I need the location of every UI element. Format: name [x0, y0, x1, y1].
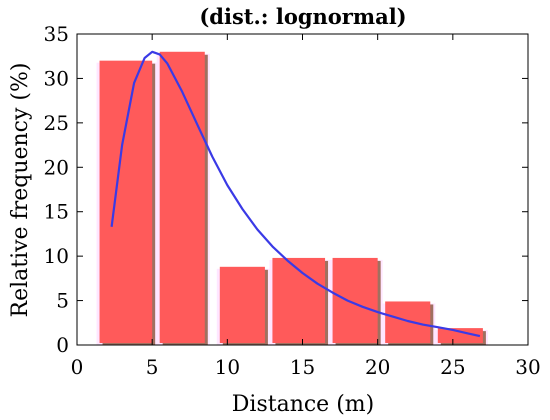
x-tick-label-15: 15: [290, 355, 315, 379]
x-tick-label-25: 25: [440, 355, 465, 379]
y-tick-label-0: 0: [56, 333, 69, 357]
y-tick-label-30: 30: [44, 66, 69, 90]
bar-3: [219, 266, 265, 343]
y-axis-label: Relative frequency (%): [8, 63, 33, 318]
lognormal-fit-curve: [110, 50, 481, 338]
bar-6: [385, 301, 431, 343]
x-axis-label: Distance (m): [232, 392, 374, 417]
x-tick-label-0: 0: [71, 355, 84, 379]
bar-7: [437, 328, 483, 343]
bar-4: [272, 257, 326, 343]
bar-5: [332, 257, 378, 343]
y-tick-label-10: 10: [44, 244, 69, 268]
bar-1: [99, 60, 153, 344]
y-tick-label-25: 25: [44, 111, 69, 135]
y-tick-label-35: 35: [44, 22, 69, 46]
y-tick-label-5: 5: [56, 289, 69, 313]
x-tick-label-30: 30: [515, 355, 540, 379]
chart-title: (dist.: lognormal): [199, 4, 406, 29]
x-tick-label-5: 5: [146, 355, 159, 379]
y-tick-label-15: 15: [44, 200, 69, 224]
y-tick-label-20: 20: [44, 155, 69, 179]
plot-area: 0 5 10 15 20 25 30 0 5 10 15 20 25 30 35: [44, 22, 541, 379]
bar-2: [159, 51, 205, 344]
x-tick-label-20: 20: [365, 355, 390, 379]
x-tick-label-10: 10: [215, 355, 240, 379]
